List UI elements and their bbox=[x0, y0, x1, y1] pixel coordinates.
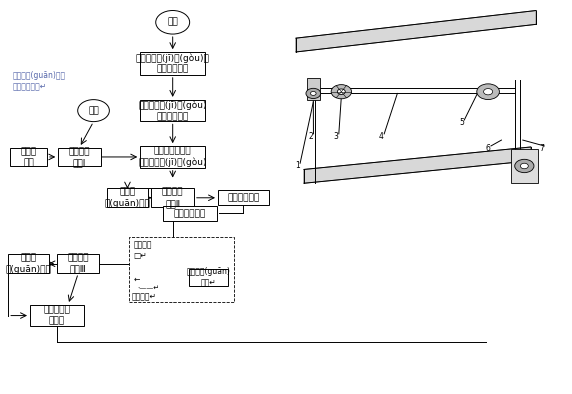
Circle shape bbox=[337, 89, 345, 95]
Text: 光電開
關(guān)檢測: 光電開 關(guān)檢測 bbox=[6, 254, 51, 274]
Text: 水平取箱板、輔
助取箱板機(jī)構(gòu): 水平取箱板、輔 助取箱板機(jī)構(gòu) bbox=[138, 147, 207, 167]
Text: 2: 2 bbox=[308, 132, 313, 141]
Bar bbox=[152, 188, 194, 207]
Text: 人工放
箱板: 人工放 箱板 bbox=[21, 147, 37, 167]
Circle shape bbox=[483, 89, 492, 95]
Circle shape bbox=[331, 85, 352, 99]
Text: 箱板水平
輸送Ⅰ: 箱板水平 輸送Ⅰ bbox=[69, 147, 90, 167]
Text: 5: 5 bbox=[459, 118, 464, 127]
Bar bbox=[140, 100, 205, 121]
Bar bbox=[140, 146, 205, 168]
Text: 光旋開關(guān)檢測
雙層板、缺板↵: 光旋開關(guān)檢測 雙層板、缺板↵ bbox=[13, 71, 66, 91]
Text: 箱板垂直輸
送工位: 箱板垂直輸 送工位 bbox=[43, 305, 70, 325]
Bar bbox=[58, 147, 101, 166]
Text: 箱板水平
輸送Ⅲ: 箱板水平 輸送Ⅲ bbox=[67, 254, 89, 274]
Bar bbox=[163, 206, 217, 221]
Circle shape bbox=[521, 163, 529, 169]
Circle shape bbox=[515, 159, 534, 173]
Text: 箱板水平
輸送Ⅱ: 箱板水平 輸送Ⅱ bbox=[162, 188, 184, 208]
Bar bbox=[129, 238, 234, 302]
Bar bbox=[189, 269, 228, 286]
Text: 6: 6 bbox=[486, 144, 491, 153]
Circle shape bbox=[311, 91, 316, 95]
Text: 開始: 開始 bbox=[88, 106, 99, 115]
Text: 箱板輸送機(jī)構(gòu)傳
送到包裝工位: 箱板輸送機(jī)構(gòu)傳 送到包裝工位 bbox=[136, 53, 209, 74]
Text: 完成: 完成 bbox=[168, 18, 178, 27]
Bar bbox=[218, 190, 269, 205]
Text: 箱板抓取工位: 箱板抓取工位 bbox=[173, 209, 206, 218]
Text: 7: 7 bbox=[539, 144, 544, 153]
Bar bbox=[8, 254, 49, 273]
Text: ·——↵: ·——↵ bbox=[138, 285, 160, 291]
Bar bbox=[10, 147, 47, 166]
Polygon shape bbox=[296, 11, 536, 52]
Text: ←: ← bbox=[134, 275, 140, 284]
Bar bbox=[107, 188, 148, 207]
Bar bbox=[30, 305, 84, 326]
Text: 光電開關(guān)
檢測↵: 光電開關(guān) 檢測↵ bbox=[186, 268, 231, 288]
Circle shape bbox=[78, 100, 109, 122]
Text: 4: 4 bbox=[379, 132, 384, 141]
Text: 箱板豎立↵: 箱板豎立↵ bbox=[132, 292, 157, 301]
Text: □↵: □↵ bbox=[134, 251, 148, 260]
Circle shape bbox=[156, 11, 190, 34]
Text: 3: 3 bbox=[333, 132, 339, 141]
Text: 箱板抓取工位: 箱板抓取工位 bbox=[227, 193, 260, 202]
Bar bbox=[307, 78, 320, 100]
Text: 光電開
關(guān)檢測: 光電開 關(guān)檢測 bbox=[105, 188, 150, 208]
Bar bbox=[57, 254, 100, 273]
Bar bbox=[140, 52, 205, 75]
Text: 箱板輸送機(jī)構(gòu)
的放箱板工位: 箱板輸送機(jī)構(gòu) 的放箱板工位 bbox=[138, 100, 207, 121]
Bar bbox=[511, 149, 538, 183]
Circle shape bbox=[306, 88, 321, 98]
Circle shape bbox=[477, 84, 499, 100]
Polygon shape bbox=[304, 147, 531, 183]
Text: 箱盒直徑: 箱盒直徑 bbox=[134, 241, 152, 250]
Text: 1: 1 bbox=[295, 162, 300, 171]
